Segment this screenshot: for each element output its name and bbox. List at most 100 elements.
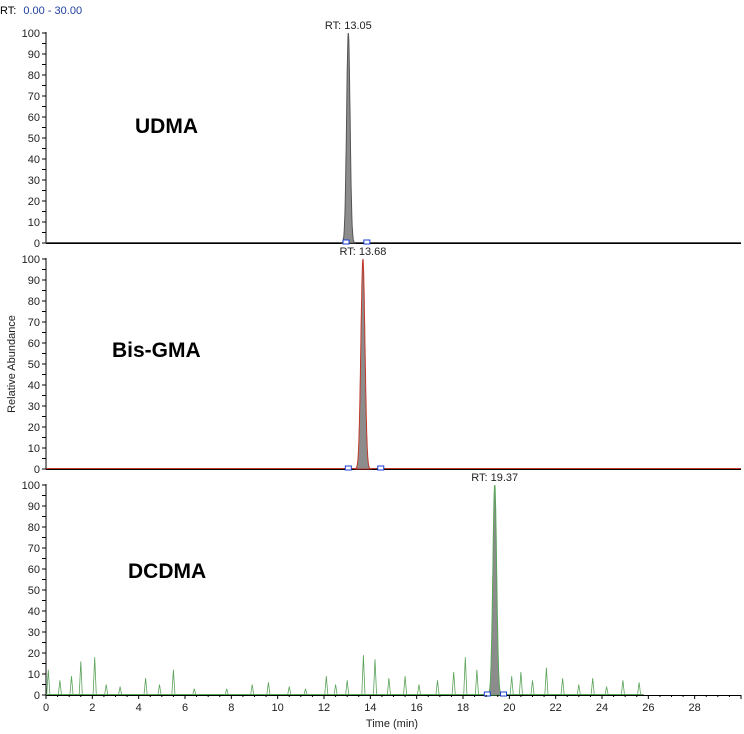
main-peak [354, 258, 372, 470]
integration-marker [483, 691, 491, 697]
x-tick-label: 12 [318, 702, 330, 714]
svg-text:RT: 0.00 - 30.00: RT: 0.00 - 30.00 [0, 5, 82, 17]
y-tick-label: 30 [28, 401, 40, 413]
y-tick-label: 90 [28, 49, 40, 61]
integration-marker [500, 691, 508, 697]
y-tick-label: 20 [28, 648, 40, 660]
noise-peak [417, 684, 421, 696]
noise-peak [386, 678, 391, 696]
noise-peak [46, 669, 51, 696]
integration-marker [363, 239, 371, 245]
x-tick-label: 26 [642, 702, 654, 714]
y-tick-label: 70 [28, 543, 40, 555]
y-tick-label: 80 [28, 522, 40, 534]
x-tick-label: 10 [272, 702, 284, 714]
y-tick-label: 40 [28, 606, 40, 618]
integration-marker [342, 239, 350, 245]
noise-peak [560, 678, 565, 696]
y-tick-label: 90 [28, 275, 40, 287]
x-tick-label: 16 [411, 702, 423, 714]
noise-peak [303, 688, 308, 696]
noise-peak [69, 676, 74, 696]
peak-rt-label: RT: 13.68 [339, 246, 386, 258]
noise-peak [171, 669, 176, 696]
chromatogram-panels: 0 10 20 30 40 50 60 70 80 90 100 RT: 13.05 UDMA 0 10 20… [22, 20, 741, 702]
noise-peak [157, 684, 162, 696]
peak-rt-label: RT: 13.05 [325, 20, 372, 32]
main-peak [486, 484, 503, 696]
noise-peak [604, 686, 609, 696]
y-tick-label: 100 [22, 480, 40, 492]
chromatogram-panel-1: 0 10 20 30 40 50 60 70 80 90 100 RT: 13.05 UDMA [22, 20, 741, 250]
x-tick-label: 14 [364, 702, 376, 714]
noise-peak [266, 682, 271, 696]
x-tick-label: 2 [89, 702, 95, 714]
y-tick-label: 10 [28, 217, 40, 229]
x-tick-label: 18 [457, 702, 469, 714]
noise-peak [224, 688, 229, 696]
y-tick-label: 60 [28, 564, 40, 576]
y-tick-label: 0 [34, 690, 40, 702]
y-tick-label: 20 [28, 422, 40, 434]
noise-peak [403, 676, 408, 696]
noise-peak [576, 684, 581, 696]
y-tick-label: 70 [28, 91, 40, 103]
compound-label: DCDMA [128, 560, 206, 583]
noise-peak [530, 680, 535, 696]
y-tick-label: 30 [28, 175, 40, 187]
noise-peak [361, 655, 366, 696]
noise-peak [192, 688, 197, 696]
x-tick-label: 0 [43, 702, 49, 714]
noise-peak [57, 680, 62, 696]
compound-label: UDMA [135, 115, 198, 138]
y-tick-label: 40 [28, 154, 40, 166]
noise-peak [451, 671, 456, 696]
noise-peak [104, 684, 109, 696]
range-header: RT: 0.00 - 30.00 [0, 5, 82, 17]
x-tick-label: 28 [689, 702, 701, 714]
x-tick-label: 8 [228, 702, 234, 714]
y-tick-label: 30 [28, 627, 40, 639]
y-tick-label: 80 [28, 70, 40, 82]
noise-peak [474, 669, 479, 696]
y-tick-label: 50 [28, 359, 40, 371]
noise-peak [250, 684, 255, 696]
y-tick-label: 50 [28, 133, 40, 145]
noise-peak [435, 680, 440, 696]
y-tick-label: 20 [28, 196, 40, 208]
y-tick-label: 10 [28, 443, 40, 455]
noise-peak [333, 684, 338, 696]
noise-peak [463, 657, 468, 696]
x-tick-label: 4 [136, 702, 142, 714]
y-axis-title: Relative Abundance [6, 315, 18, 413]
y-tick-label: 40 [28, 380, 40, 392]
y-tick-label: 60 [28, 112, 40, 124]
y-tick-label: 0 [34, 464, 40, 476]
noise-peak [324, 676, 329, 696]
chromatogram-panel-2: 0 10 20 30 40 50 60 70 80 90 100 RT: 13.68 Bis-GMA [22, 246, 741, 476]
x-axis: 0 2 4 6 8 10 12 14 16 18 20 22 24 26 28 [43, 695, 742, 714]
noise-peak [518, 671, 523, 696]
y-tick-label: 100 [22, 28, 40, 40]
x-tick-label: 24 [596, 702, 608, 714]
noise-peak [509, 676, 514, 696]
noise-peak [287, 686, 292, 696]
range-value: 0.00 - 30.00 [23, 5, 82, 17]
x-axis-title: Time (min) [366, 718, 418, 730]
noise-peak [620, 680, 625, 696]
noise-peak [78, 661, 83, 696]
x-tick-label: 6 [182, 702, 188, 714]
noise-peak [143, 678, 148, 696]
y-tick-label: 80 [28, 296, 40, 308]
main-peak [340, 32, 356, 244]
compound-label: Bis-GMA [112, 339, 201, 362]
noise-peak [373, 659, 377, 696]
noise-peak [118, 686, 123, 696]
noise-peak [590, 678, 595, 696]
x-tick-label: 22 [550, 702, 562, 714]
noise-peak [92, 657, 97, 696]
y-tick-label: 0 [34, 238, 40, 250]
y-tick-label: 50 [28, 585, 40, 597]
range-prefix: RT: [0, 5, 16, 17]
